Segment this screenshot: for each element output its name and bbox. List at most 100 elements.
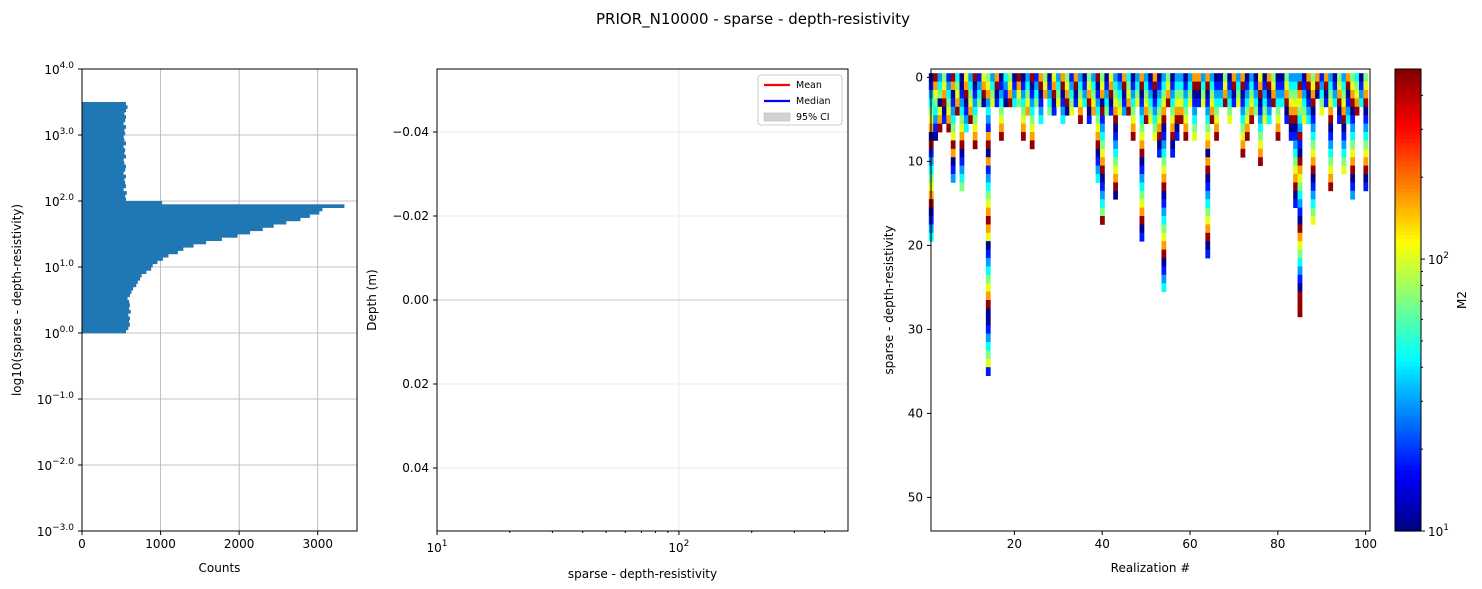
heatmap-cell: [1007, 90, 1013, 99]
heatmap-cell: [963, 106, 969, 116]
heatmap-cell: [1135, 73, 1140, 82]
heatmap-cell: [1354, 106, 1360, 116]
heatmap-cell: [1064, 73, 1070, 82]
heatmap-cell: [1047, 81, 1053, 91]
histogram-bar: [82, 300, 130, 304]
colorbar-segment: [1395, 103, 1421, 109]
colorbar-segment: [1395, 480, 1421, 486]
heatmap-cell: [1069, 90, 1075, 99]
colorbar-segment: [1395, 515, 1421, 521]
heatmap-cell: [1218, 98, 1224, 108]
heatmap-cell: [1236, 98, 1241, 108]
heatmap-cell: [1157, 140, 1162, 150]
heatmap-cell: [1288, 73, 1294, 82]
heatmap-cell: [1113, 174, 1118, 183]
heatmap-cell: [1029, 123, 1035, 133]
heatmap-cell: [1301, 73, 1307, 82]
colorbar-segment: [1395, 523, 1421, 528]
heatmap-cell: [1051, 106, 1057, 116]
heatmap-cell: [1297, 123, 1303, 133]
colorbar-segment: [1395, 303, 1421, 309]
heatmap-cell: [1262, 115, 1268, 124]
heatmap-cell: [1130, 106, 1136, 116]
heatmap-cell: [1056, 98, 1061, 108]
y-tick-label: 0.04: [402, 461, 429, 475]
heatmap-cell: [985, 115, 991, 124]
heatmap-cell: [1161, 140, 1167, 150]
heatmap-cell: [946, 123, 952, 133]
heatmap-cell: [1047, 73, 1053, 82]
colorbar-segment: [1395, 288, 1421, 293]
heatmap-cell: [999, 73, 1004, 82]
colorbar-segment: [1395, 473, 1421, 478]
histogram-bar: [82, 138, 125, 142]
heatmap-cell: [1288, 90, 1294, 99]
heatmap-cell: [950, 90, 956, 99]
heatmap-cell: [985, 358, 991, 368]
x-tick-label: 100: [1354, 537, 1377, 551]
heatmap-cell: [1244, 98, 1250, 108]
x-axis-label: sparse - depth-resistivity: [568, 567, 717, 581]
heatmap-cell: [1297, 224, 1303, 234]
histogram-bar: [82, 144, 124, 149]
heatmap-cell: [1341, 140, 1347, 150]
heatmap-cell: [1240, 73, 1246, 82]
histogram-bar: [82, 194, 126, 199]
heatmap-cell: [985, 182, 991, 192]
heatmap-cell: [1205, 148, 1211, 158]
heatmap-cell: [1157, 73, 1162, 82]
heatmap-cell: [1179, 90, 1184, 99]
heatmap-cell: [1297, 207, 1303, 217]
heatmap-cell: [1179, 98, 1184, 108]
colorbar-segment: [1395, 230, 1421, 236]
heatmap-cell: [959, 90, 965, 99]
heatmap-cell: [1214, 73, 1219, 82]
heatmap-cell: [1095, 115, 1101, 124]
heatmap-cell: [1064, 81, 1070, 91]
heatmap-cell: [1108, 90, 1114, 99]
histogram-bar: [82, 128, 125, 133]
heatmap-cell: [1350, 182, 1356, 192]
heatmap-cell: [1051, 73, 1057, 82]
heatmap-cell: [1086, 115, 1092, 124]
heatmap-cell: [1205, 207, 1211, 217]
heatmap-cell: [1328, 73, 1334, 82]
heatmap-cell: [994, 73, 1000, 82]
heatmap-cell: [1288, 106, 1294, 116]
colorbar-segment: [1395, 454, 1421, 459]
heatmap-cell: [1051, 81, 1057, 91]
legend-label: Mean: [796, 80, 822, 91]
histogram-bar: [82, 260, 158, 265]
histogram-bar: [82, 135, 124, 139]
heatmap-cell: [1078, 90, 1083, 99]
heatmap-cell: [1310, 157, 1316, 166]
heatmap-cell: [1350, 165, 1356, 175]
heatmap-cell: [1240, 115, 1246, 124]
heatmap-cell: [1095, 98, 1101, 108]
heatmap-cell: [981, 73, 987, 82]
heatmap-cell: [1200, 98, 1206, 108]
colorbar-segment: [1395, 80, 1421, 85]
heatmap-cell: [1113, 148, 1118, 158]
heatmap-cell: [990, 90, 996, 99]
heatmap-cell: [972, 140, 978, 150]
heatmap-cell: [1100, 157, 1105, 166]
heatmap-cell: [1319, 98, 1325, 108]
heatmap-cell: [1319, 81, 1325, 91]
heatmap-cell: [1310, 165, 1316, 175]
histogram-bar: [82, 290, 132, 294]
colorbar-segment: [1395, 450, 1421, 455]
heatmap-cell: [985, 308, 991, 318]
heatmap-cell: [933, 115, 938, 124]
histogram-bar: [82, 111, 125, 116]
heatmap-cell: [1306, 73, 1312, 82]
heatmap-cell: [963, 73, 969, 82]
colorbar-segment: [1395, 192, 1421, 197]
heatmap-cell: [968, 73, 974, 82]
heatmap-cell: [968, 98, 974, 108]
heatmap-cell: [1301, 81, 1307, 91]
colorbar-segment: [1395, 434, 1421, 440]
colorbar-segment: [1395, 338, 1421, 343]
colorbar-segment: [1395, 346, 1421, 351]
y-axis-label: sparse - depth-resistivity: [882, 225, 896, 374]
